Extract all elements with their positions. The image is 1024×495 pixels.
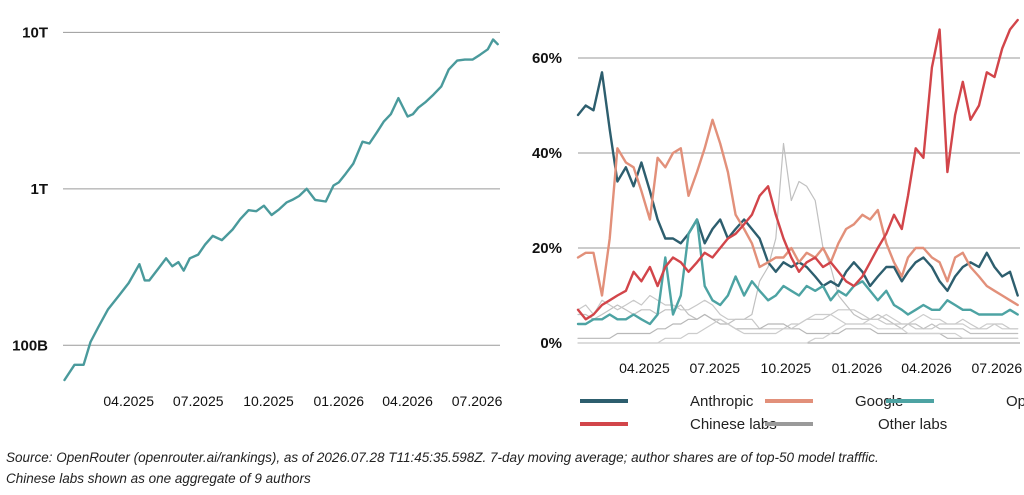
series-line-chinese-labs (576, 18, 1019, 321)
y-tick-label: 0% (540, 335, 562, 352)
x-tick-label: 04.2026 (382, 393, 433, 409)
x-tick-label: 04.2025 (619, 360, 670, 376)
series-line-total (63, 38, 499, 382)
y-tick-label: 60% (532, 50, 562, 67)
legend-label: OpenAI (1006, 393, 1024, 410)
y-tick-label: 20% (532, 240, 562, 257)
x-tick-label: 10.2025 (761, 360, 812, 376)
y-tick-label: 1T (30, 181, 48, 198)
x-tick-label: 07.2025 (689, 360, 740, 376)
series-line-other-labs-1 (577, 142, 1019, 335)
x-tick-label: 07.2026 (972, 360, 1023, 376)
x-tick-label: 04.2026 (901, 360, 952, 376)
legend-label: Google (855, 393, 903, 410)
y-tick-label: 10T (22, 24, 48, 41)
series-line-openai (576, 218, 1019, 326)
series-line-other-labs-3 (577, 313, 1019, 339)
right-legend: Anthropic Google OpenAI Chinese labs Other l… (580, 393, 1024, 433)
y-tick-label: 40% (532, 145, 562, 162)
series-line-other-labs-5 (577, 323, 1019, 344)
left-series (63, 38, 499, 382)
right-x-tick-labels: 04.2025 07.2025 10.2025 01.2026 04.2026 07.20… (619, 360, 1022, 376)
legend-label: Anthropic (690, 393, 754, 410)
x-tick-label: 04.2025 (103, 393, 154, 409)
x-tick-label: 01.2026 (832, 360, 883, 376)
source-note: Source: OpenRouter (openrouter.ai/rankin… (6, 447, 1016, 489)
right-series (576, 18, 1019, 344)
series-line-google (576, 118, 1019, 307)
legend-label: Chinese labs (690, 416, 777, 433)
x-tick-label: 07.2026 (452, 393, 503, 409)
left-gridlines (63, 31, 500, 346)
x-tick-label: 10.2025 (243, 393, 294, 409)
y-tick-label: 100B (12, 337, 48, 354)
x-tick-label: 01.2026 (313, 393, 364, 409)
left-x-tick-labels: 04.2025 07.2025 10.2025 01.2026 04.2026 07.20… (103, 393, 502, 409)
source-note-line-1: Source: OpenRouter (openrouter.ai/rankin… (6, 450, 879, 465)
right-y-tick-labels: 0% 20% 40% 60% (532, 50, 562, 352)
source-note-line-2: Chinese labs shown as one aggregate of 9… (6, 471, 311, 486)
legend-label: Other labs (878, 416, 947, 433)
right-chart-author-shares: 0% 20% 40% 60% 04.2025 07.2025 10.2025 01.2026… (532, 18, 1024, 433)
left-y-tick-labels: 100B 1T 10T (12, 24, 48, 354)
x-tick-label: 07.2025 (173, 393, 224, 409)
